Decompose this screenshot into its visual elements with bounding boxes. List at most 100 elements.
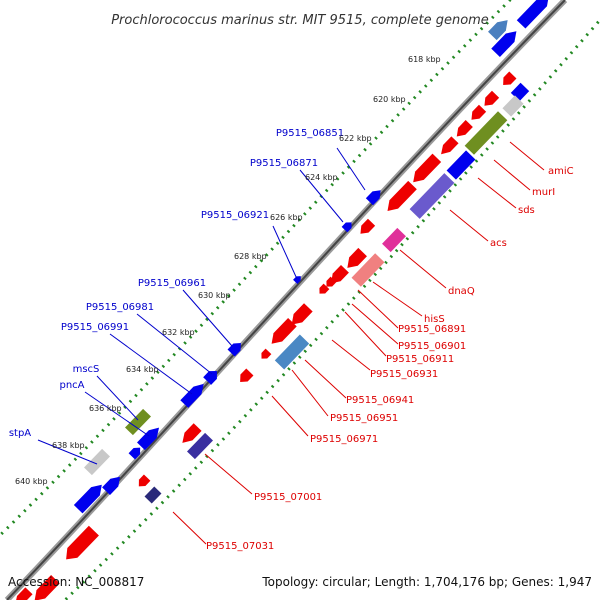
forward-gene	[102, 476, 120, 496]
label-leader-line	[477, 177, 517, 209]
reverse-gene-label: P9515_06911	[386, 354, 454, 365]
tick-label: 640 kbp	[15, 477, 48, 486]
tick-label: 622 kbp	[339, 134, 372, 143]
label-leader-line	[96, 375, 139, 421]
reverse-gene	[441, 136, 459, 155]
reverse-gene	[360, 218, 376, 234]
label-leader-line	[357, 289, 399, 329]
reverse-gene-label: amiC	[548, 166, 574, 177]
label-leader-line	[291, 369, 329, 417]
forward-gene	[365, 190, 381, 206]
forward-gene	[488, 20, 508, 41]
tick-label: 620 kbp	[373, 95, 406, 104]
topology-text: Topology: circular; Length: 1,704,176 bp…	[261, 575, 592, 589]
tick-label: 626 kbp	[270, 213, 303, 222]
gene-box	[144, 486, 162, 504]
reverse-gene-label: P9515_06941	[346, 395, 414, 406]
label-leader-line	[336, 147, 366, 191]
tick-label: 636 kbp	[89, 404, 122, 413]
reverse-gene-label: P9515_07031	[206, 541, 274, 552]
label-leader-line	[304, 359, 347, 399]
accession-text: Accession: NC_008817	[8, 575, 144, 589]
forward-gene-label: P9515_06961	[138, 278, 206, 289]
reverse-gene	[182, 423, 202, 443]
forward-gene	[73, 484, 102, 514]
reverse-gene-label: dnaQ	[448, 286, 475, 297]
reverse-gene	[34, 575, 60, 600]
label-leader-line	[351, 303, 399, 345]
reverse-gene	[291, 303, 313, 325]
reverse-gene	[503, 71, 517, 86]
reverse-gene	[484, 90, 500, 106]
forward-gene	[203, 370, 217, 385]
reverse-gene	[413, 153, 442, 183]
tick-label: 630 kbp	[198, 291, 231, 300]
forward-gene-label: stpA	[9, 428, 31, 439]
label-leader-line	[182, 289, 233, 347]
outer-tick-ring	[0, 0, 513, 538]
gene-box	[351, 253, 385, 287]
forward-gene	[84, 448, 110, 476]
label-leader-line	[37, 439, 98, 465]
forward-gene-label: mscS	[73, 364, 100, 375]
reverse-gene-label: sds	[518, 205, 535, 216]
reverse-gene	[15, 587, 33, 600]
gene-box	[274, 334, 310, 370]
reverse-gene-label: P9515_06951	[330, 413, 398, 424]
reverse-gene	[240, 368, 254, 383]
label-leader-line	[271, 395, 309, 437]
label-leader-line	[136, 313, 213, 375]
gene-box	[187, 432, 213, 460]
gene-box	[502, 95, 524, 117]
label-leader-line	[172, 511, 207, 545]
reverse-gene	[471, 104, 487, 120]
forward-gene-label: pncA	[59, 380, 84, 391]
reverse-gene	[326, 276, 337, 287]
label-leader-line	[399, 249, 447, 289]
reverse-gene-label: P9515_07001	[254, 492, 322, 503]
gene-box	[446, 150, 476, 180]
forward-gene	[128, 447, 141, 460]
forward-gene-label: P9515_06981	[86, 302, 154, 313]
label-leader-line	[204, 453, 253, 495]
label-leader-line	[344, 311, 387, 357]
label-leader-line	[84, 391, 150, 437]
tick-label: 628 kbp	[234, 252, 267, 261]
gene-box	[464, 111, 508, 155]
forward-gene-label: P9515_06851	[276, 128, 344, 139]
reverse-gene-label: P9515_06971	[310, 434, 378, 445]
label-leader-line	[509, 141, 545, 171]
reverse-gene	[271, 318, 297, 344]
label-leader-line	[272, 225, 298, 280]
tick-label: 624 kbp	[305, 173, 338, 182]
forward-gene	[137, 427, 160, 451]
label-leader-line	[109, 333, 193, 395]
tick-label: 638 kbp	[52, 441, 85, 450]
forward-gene	[293, 276, 301, 284]
reverse-gene	[138, 474, 151, 487]
forward-gene	[125, 408, 151, 436]
reverse-gene-label: P9515_06901	[398, 341, 466, 352]
label-leader-line	[299, 169, 344, 223]
gene-box	[409, 173, 455, 219]
tick-label: 634 kbp	[126, 365, 159, 374]
forward-gene	[491, 31, 517, 57]
label-leader-line	[449, 209, 489, 242]
gene-box	[382, 227, 406, 253]
forward-gene	[516, 0, 549, 29]
reverse-gene	[261, 348, 272, 359]
reverse-gene-label: hisS	[424, 314, 445, 325]
forward-gene	[180, 383, 204, 408]
reverse-gene-label: acs	[490, 238, 507, 249]
map-title: Prochlorococcus marinus str. MIT 9515, c…	[111, 13, 489, 28]
forward-gene	[341, 222, 352, 233]
tick-label: 618 kbp	[408, 55, 441, 64]
forward-gene-label: P9515_06871	[250, 158, 318, 169]
reverse-gene	[347, 247, 367, 268]
label-leader-line	[331, 339, 371, 371]
reverse-gene	[331, 264, 349, 284]
reverse-gene	[66, 525, 99, 560]
forward-gene	[227, 342, 241, 357]
label-leader-line	[493, 159, 531, 191]
